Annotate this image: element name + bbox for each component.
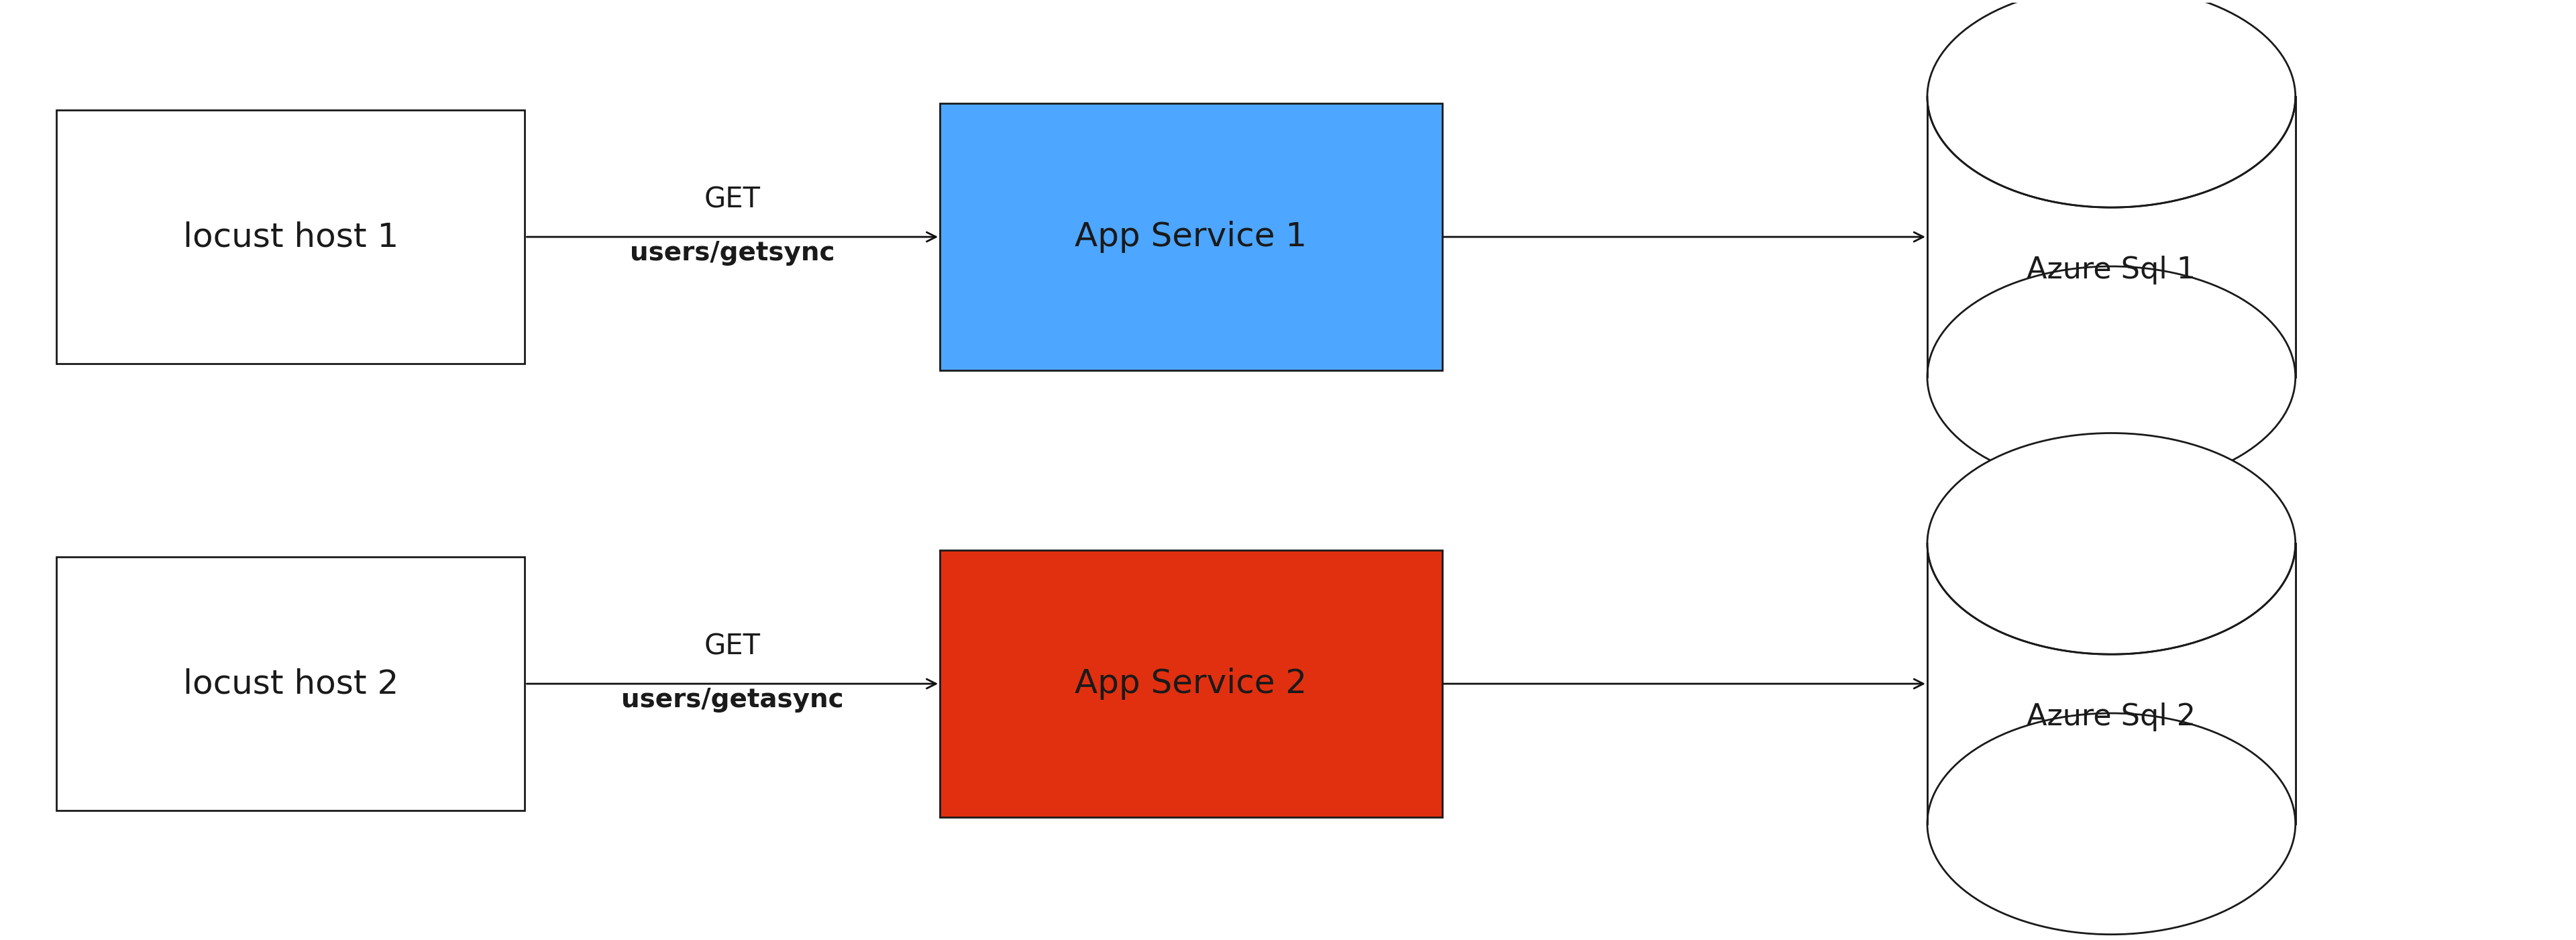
Text: users/getsync: users/getsync (631, 241, 835, 266)
Text: GET: GET (703, 185, 760, 213)
Text: locust host 1: locust host 1 (183, 221, 399, 253)
Bar (1927, 543, 2295, 823)
Bar (57, 557, 526, 810)
Text: App Service 2: App Service 2 (1074, 667, 1306, 700)
Text: GET: GET (703, 633, 760, 661)
Ellipse shape (1927, 433, 2295, 654)
Text: locust host 2: locust host 2 (183, 667, 399, 700)
Text: App Service 1: App Service 1 (1074, 221, 1306, 253)
Text: users/getasync: users/getasync (621, 687, 845, 713)
Ellipse shape (1927, 0, 2295, 208)
Bar (940, 103, 1443, 370)
Text: Azure Sql 1: Azure Sql 1 (2027, 256, 2195, 285)
Bar (940, 550, 1443, 817)
Bar (57, 110, 526, 364)
Bar (1927, 97, 2295, 377)
Ellipse shape (1927, 713, 2295, 934)
Ellipse shape (1927, 266, 2295, 488)
Text: Azure Sql 2: Azure Sql 2 (2027, 703, 2195, 731)
